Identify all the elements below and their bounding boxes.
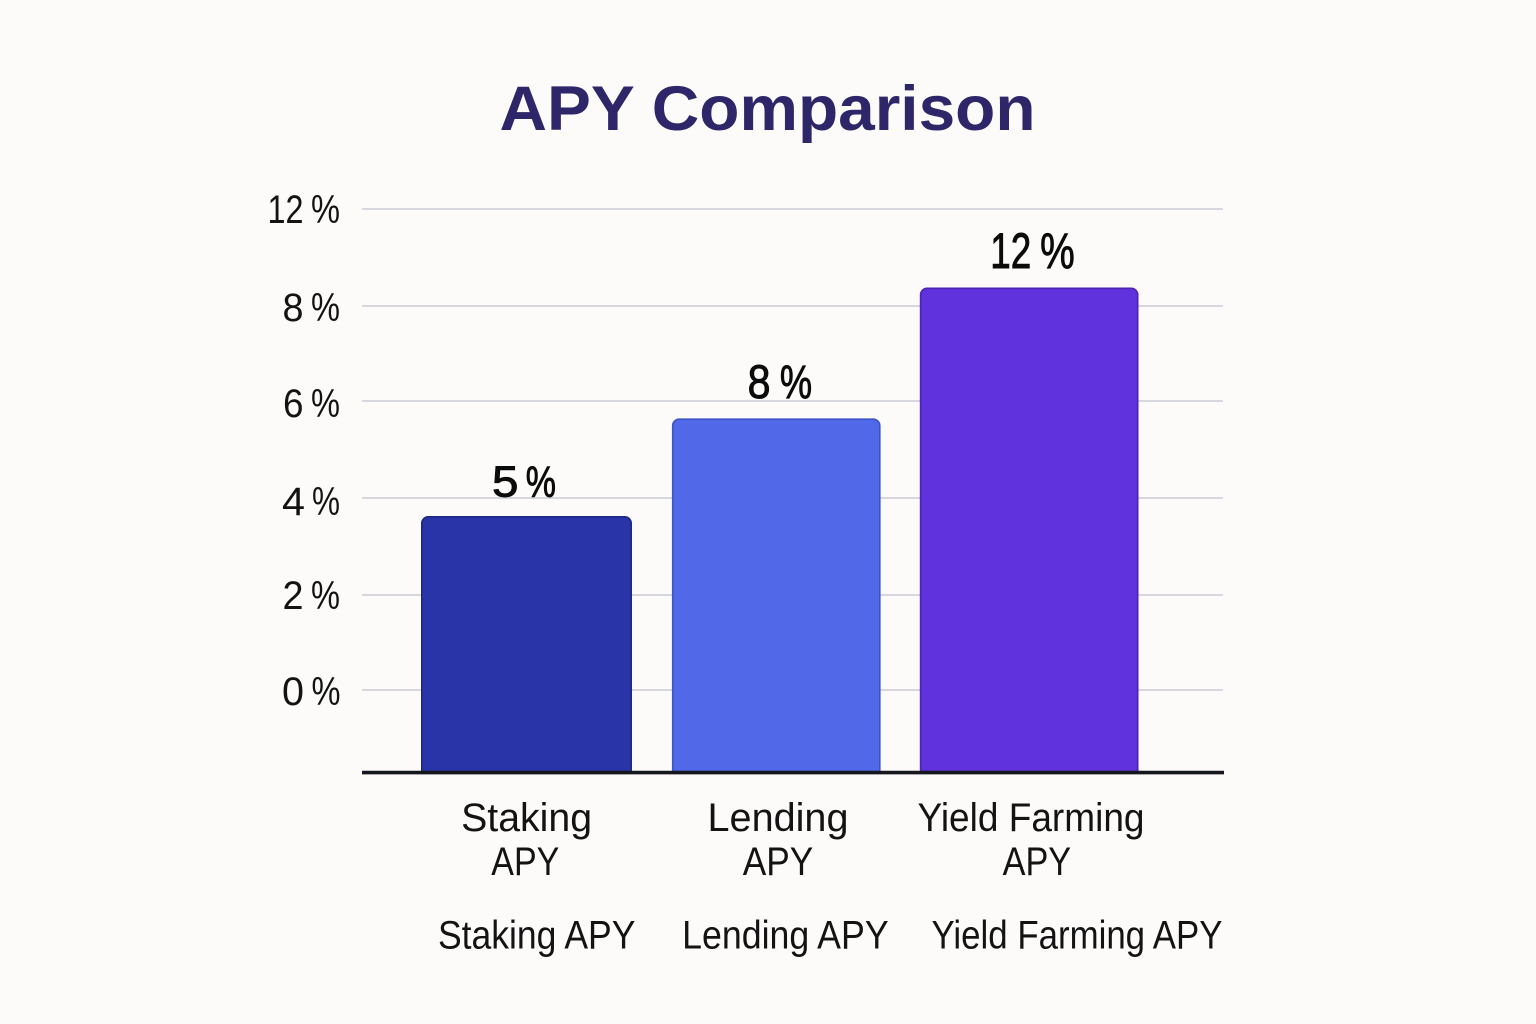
svg-text:2: 2 <box>283 574 304 618</box>
svg-text:0: 0 <box>282 670 304 714</box>
svg-text:4: 4 <box>282 480 305 524</box>
svg-text:%: % <box>780 355 812 408</box>
svg-text:Yield Farming: Yield Farming <box>918 796 1145 840</box>
svg-text:APY Comparison: APY Comparison <box>500 74 1036 144</box>
svg-text:8: 8 <box>748 355 771 408</box>
svg-text:%: % <box>311 188 340 232</box>
svg-text:8: 8 <box>283 286 304 330</box>
svg-text:APY: APY <box>1003 840 1072 884</box>
svg-text:12: 12 <box>990 223 1031 279</box>
svg-text:12: 12 <box>268 188 304 232</box>
svg-text:Yield Farming APY: Yield Farming APY <box>932 914 1223 958</box>
svg-text:5: 5 <box>492 458 519 507</box>
svg-text:%: % <box>311 574 340 618</box>
svg-text:6: 6 <box>283 382 304 426</box>
svg-text:Lending APY: Lending APY <box>682 914 889 958</box>
svg-text:%: % <box>526 458 556 507</box>
svg-text:APY: APY <box>743 840 814 884</box>
svg-text:Staking APY: Staking APY <box>438 914 636 958</box>
svg-text:Staking: Staking <box>461 796 592 840</box>
svg-text:%: % <box>312 670 341 714</box>
svg-text:APY: APY <box>491 840 559 884</box>
svg-text:%: % <box>312 480 340 524</box>
svg-text:%: % <box>311 286 340 330</box>
svg-text:%: % <box>1040 223 1075 279</box>
svg-text:%: % <box>311 382 340 426</box>
svg-text:Lending: Lending <box>708 796 849 840</box>
